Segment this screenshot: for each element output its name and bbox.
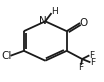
Text: Cl: Cl — [1, 51, 12, 61]
Text: F: F — [89, 51, 95, 60]
Text: O: O — [80, 18, 88, 28]
Text: F: F — [90, 58, 95, 67]
Text: N: N — [39, 16, 47, 26]
Text: H: H — [51, 7, 57, 16]
Text: F: F — [79, 63, 84, 72]
